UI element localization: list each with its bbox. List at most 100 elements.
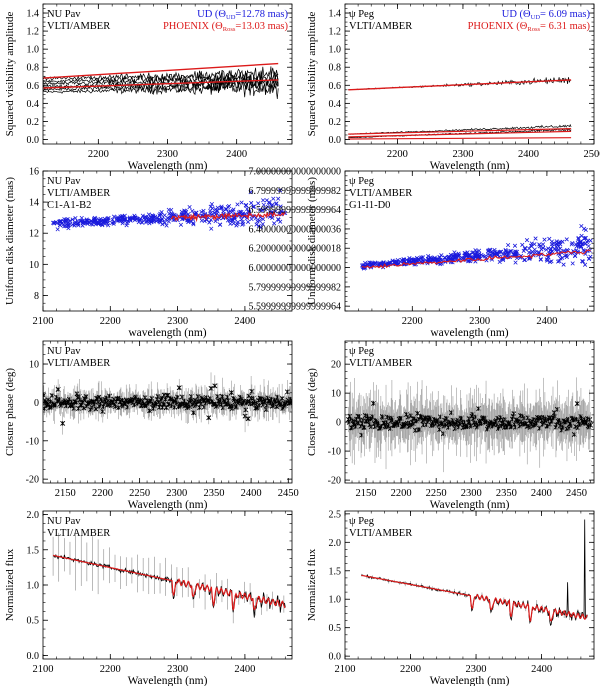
series-spectrum-0 xyxy=(52,528,286,624)
data-point xyxy=(214,208,219,213)
data-point xyxy=(558,256,563,261)
data-point xyxy=(414,255,420,261)
data-point xyxy=(542,237,547,242)
data-point xyxy=(554,242,559,247)
panel-p4: 2200 2300 2400 5.59999999999999964 5.7999999… xyxy=(249,167,595,339)
data-point xyxy=(57,222,63,228)
data-point xyxy=(574,401,580,407)
model-curve xyxy=(361,249,591,269)
data-point xyxy=(549,259,554,264)
model-curve xyxy=(170,210,286,223)
y-tick-label: 6.00000000000000000 xyxy=(249,263,342,274)
data-point xyxy=(587,422,594,428)
data-point xyxy=(580,259,586,264)
data-point xyxy=(455,253,460,258)
y-tick-label: 10 xyxy=(29,260,39,271)
data-point xyxy=(65,217,70,222)
data-point xyxy=(191,220,196,226)
y-tick-label: 5.79999999999999982 xyxy=(249,282,342,293)
data-point xyxy=(537,242,542,247)
x-axis-label: Wavelength (nm) xyxy=(430,499,510,511)
data-point xyxy=(273,202,279,207)
data-point xyxy=(465,250,470,255)
data-point xyxy=(224,207,229,212)
series-model-2 xyxy=(348,79,572,91)
panel-p8: 2100 2200 2300 2400 0.0 0.5 1.0 1.5 2.0 2.5 Wavele… xyxy=(306,509,595,686)
y-tick-label: 1.2 xyxy=(27,27,40,38)
data-point xyxy=(182,208,187,213)
x-tick-label: 2400 xyxy=(234,664,255,675)
data-point xyxy=(164,223,169,228)
data-point xyxy=(576,236,581,242)
data-point xyxy=(497,249,502,255)
y-tick-label: 0.2 xyxy=(329,117,342,128)
model-spectrum xyxy=(53,554,286,611)
data-point xyxy=(521,248,526,254)
data-point xyxy=(189,397,195,403)
x-tick-label: 2300 xyxy=(167,664,188,675)
y-tick-label: 14 xyxy=(29,198,39,209)
model-spectrum xyxy=(361,574,588,623)
y-tick-label: -10 xyxy=(26,436,39,447)
y-tick-label: 1.0 xyxy=(27,45,40,56)
data-point xyxy=(60,420,66,426)
data-point xyxy=(265,204,270,209)
x-tick-label: 2200 xyxy=(100,316,121,327)
data-point xyxy=(581,226,587,231)
data-point xyxy=(215,208,220,213)
x-tick-label: 2400 xyxy=(234,316,255,327)
data-point xyxy=(476,248,482,253)
data-point xyxy=(514,251,519,256)
data-point xyxy=(547,236,552,241)
data-point xyxy=(532,242,537,247)
y-axis-label: Normalized flux xyxy=(4,548,16,621)
data-point xyxy=(467,253,472,258)
data-point xyxy=(166,219,171,224)
y-tick-label: 1.5 xyxy=(27,545,40,556)
data-point xyxy=(206,415,212,421)
panel-p6: 2150 2200 2250 2300 2350 2400 2450 -20 -10 0 10 20 W… xyxy=(306,340,595,511)
series-modelspec-1 xyxy=(361,574,588,623)
data-point xyxy=(466,258,471,263)
x-tick-label: 2400 xyxy=(531,488,552,499)
data-point xyxy=(149,220,154,225)
data-point xyxy=(245,206,250,212)
x-tick-label: 2300 xyxy=(466,664,487,675)
legend-entry: UD (ΘUD=12.78 mas) xyxy=(197,9,288,21)
data-point xyxy=(587,417,593,423)
data-point xyxy=(258,225,264,230)
panel-p7: 2100 2200 2300 2400 0.0 0.5 1.0 1.5 2.0 Wavelengt… xyxy=(4,510,293,686)
x-tick-label: 2350 xyxy=(496,488,517,499)
data-point xyxy=(219,205,224,211)
data-point xyxy=(132,215,138,220)
data-point xyxy=(261,202,266,207)
data-point xyxy=(501,257,506,263)
model-curve xyxy=(348,137,572,140)
data-point xyxy=(474,254,479,259)
data-point xyxy=(213,219,218,224)
y-tick-label: 0.4 xyxy=(27,99,40,110)
data-point xyxy=(105,218,111,223)
x-tick-label: 2100 xyxy=(33,664,54,675)
data-point xyxy=(55,227,60,232)
x-axis-label: Wavelength (nm) xyxy=(128,675,208,686)
data-point xyxy=(479,252,484,257)
y-axis-label: Normalized flux xyxy=(306,548,318,621)
data-point xyxy=(578,244,584,250)
x-tick-label: 2250 xyxy=(129,488,150,499)
data-point xyxy=(93,217,98,222)
data-point xyxy=(407,258,412,263)
data-point xyxy=(378,261,383,266)
x-tick-label: 2300 xyxy=(452,149,473,160)
data-point xyxy=(159,212,164,217)
y-tick-label: 6.79999999999999982 xyxy=(249,186,342,197)
data-point xyxy=(52,220,57,225)
data-point xyxy=(574,244,579,249)
data-point xyxy=(228,221,233,226)
data-point xyxy=(178,222,184,227)
data-point xyxy=(176,385,182,391)
y-tick-label: 0.0 xyxy=(27,135,40,146)
data-point xyxy=(157,218,162,223)
